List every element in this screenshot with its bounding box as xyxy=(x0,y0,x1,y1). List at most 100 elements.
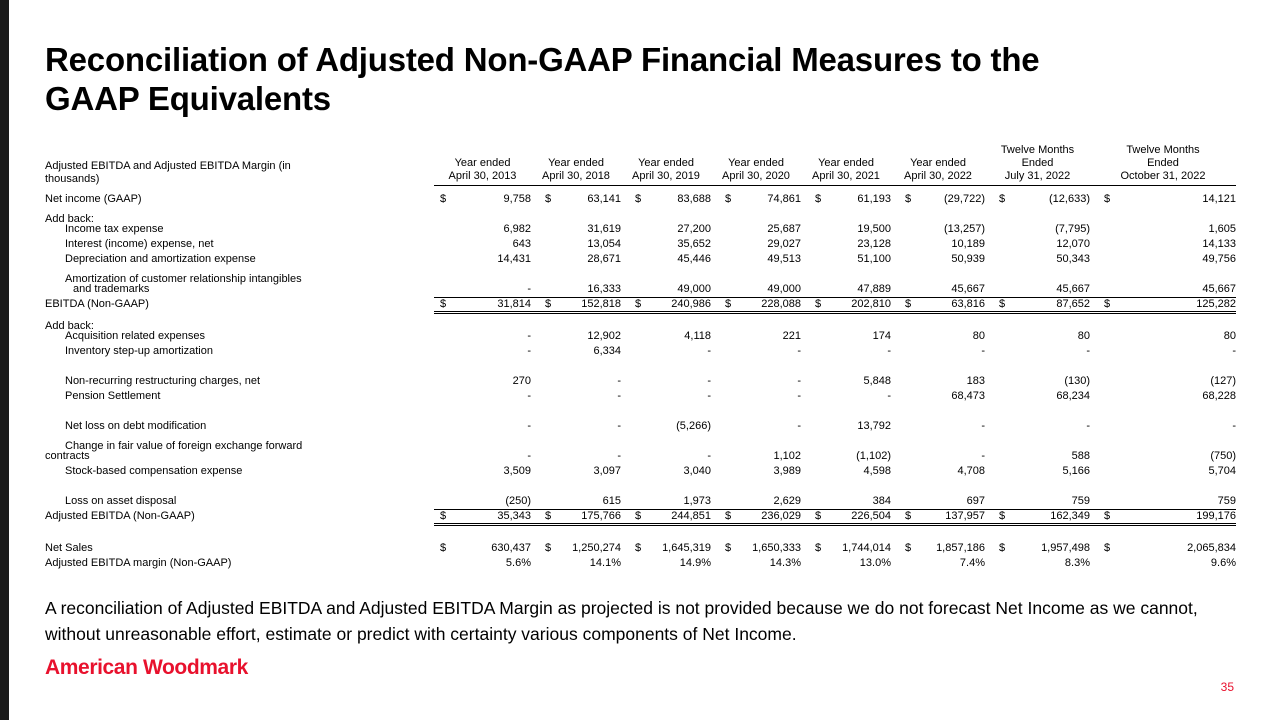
row-values: $630,437 $1,250,274 $1,645,319 $1,650,333 $1… xyxy=(434,541,1236,556)
value-cell: 14,133 xyxy=(1090,237,1236,252)
cell-value: 25,687 xyxy=(767,223,801,235)
table-row: Loss on asset disposal (250) 615 1,973 2,629… xyxy=(45,494,1236,509)
table-row: Depreciation and amortization expense 14,… xyxy=(45,252,1236,267)
value-cell: 16,333 xyxy=(531,282,621,297)
value-cell: 45,446 xyxy=(621,252,711,267)
cell-value: - xyxy=(1086,420,1090,432)
cell-value: 1,605 xyxy=(1208,223,1236,235)
cell-value: 1,957,498 xyxy=(1041,542,1090,554)
table-row: Net loss on debt modification - - (5,266) - 1… xyxy=(45,419,1236,434)
value-cell: $137,957 xyxy=(891,509,985,524)
cell-value: 80 xyxy=(1223,330,1236,342)
value-cell: $228,088 xyxy=(711,297,801,312)
row-values: 270 - - - 5,848 183 (130) (127) xyxy=(434,374,1236,389)
dollar-sign: $ xyxy=(1104,298,1111,310)
row-values: 643 13,054 35,652 29,027 23,128 10,189 12,070 1… xyxy=(434,237,1236,252)
value-cell: 2,629 xyxy=(711,494,801,509)
cell-value: 228,088 xyxy=(761,298,801,310)
company-logo: American Woodmark xyxy=(45,656,248,679)
table-row: Inventory step-up amortization -6,334- - - -… xyxy=(45,344,1236,359)
value-cell: 49,513 xyxy=(711,252,801,267)
cell-value: 87,652 xyxy=(1056,298,1090,310)
value-cell: $35,343 xyxy=(434,509,531,524)
cell-value: 5.6% xyxy=(505,557,531,569)
cell-value: 16,333 xyxy=(587,283,621,295)
value-cell: - xyxy=(891,344,985,359)
cell-value: 49,513 xyxy=(767,253,801,265)
cell-value: 1,744,014 xyxy=(842,542,891,554)
cell-value: 80 xyxy=(972,330,985,342)
dollar-sign: $ xyxy=(545,298,552,310)
value-cell: 49,756 xyxy=(1090,252,1236,267)
cell-value: - xyxy=(1232,345,1236,357)
value-cell: 4,708 xyxy=(891,464,985,479)
cell-value: - xyxy=(887,345,891,357)
value-cell: $226,504 xyxy=(801,509,891,524)
column-header: Year ended April 30, 2020 xyxy=(722,157,790,182)
column-header: Year ended April 30, 2013 xyxy=(448,157,517,182)
row-label: Amortization of customer relationship in… xyxy=(65,273,302,285)
row-label: and trademarks xyxy=(73,283,150,295)
value-cell: 3,509 xyxy=(434,464,531,479)
cell-value: (250) xyxy=(505,495,531,507)
value-cell: (1,102) xyxy=(801,449,891,464)
cell-value: - xyxy=(797,390,801,402)
table-row xyxy=(45,359,1236,374)
dollar-sign: $ xyxy=(999,510,1006,522)
table-row: Pension Settlement - - - - - 68,473 68,234 68,22… xyxy=(45,389,1236,404)
value-cell: 9.6% xyxy=(1090,556,1236,571)
row-label: Adjusted EBITDA (Non-GAAP) xyxy=(45,510,195,522)
value-cell: - xyxy=(531,374,621,389)
cell-value: - xyxy=(527,390,531,402)
cell-value: 759 xyxy=(1071,495,1090,507)
value-cell: $152,818 xyxy=(531,297,621,312)
value-cell: 643 xyxy=(434,237,531,252)
value-cell: 3,040 xyxy=(621,464,711,479)
cell-value: 29,027 xyxy=(767,238,801,250)
cell-value: - xyxy=(617,390,621,402)
value-cell: 6,982 xyxy=(434,222,531,237)
value-cell: 13.0% xyxy=(801,556,891,571)
cell-value: 615 xyxy=(602,495,621,507)
table-header-row: Year ended April 30, 2013 Year ended April … xyxy=(434,144,1236,186)
dollar-sign: $ xyxy=(635,542,642,554)
table-row xyxy=(45,479,1236,494)
cell-value: 13,792 xyxy=(857,420,891,432)
value-cell: $240,986 xyxy=(621,297,711,312)
column-header: Twelve Months Ended October 31, 2022 xyxy=(1120,144,1206,182)
table-row: Add back: xyxy=(45,207,435,225)
value-cell: (130) xyxy=(985,374,1090,389)
cell-value: 8.3% xyxy=(1064,557,1090,569)
dollar-sign: $ xyxy=(440,542,447,554)
dollar-sign: $ xyxy=(905,542,912,554)
cell-value: 6,334 xyxy=(593,345,621,357)
cell-value: 14,431 xyxy=(497,253,531,265)
cell-value: 12,902 xyxy=(587,330,621,342)
dollar-sign: $ xyxy=(725,510,732,522)
value-cell: $630,437 xyxy=(434,541,531,556)
cell-value: 221 xyxy=(782,330,801,342)
cell-value: 68,228 xyxy=(1202,390,1236,402)
value-cell: 80 xyxy=(985,329,1090,344)
column-header: Year ended April 30, 2021 xyxy=(812,157,880,182)
cell-value: - xyxy=(707,345,711,357)
value-cell: 45,667 xyxy=(891,282,985,297)
row-values: - - - 1,102 (1,102) - 588 (750) xyxy=(434,449,1236,464)
value-cell: 5.6% xyxy=(434,556,531,571)
value-cell: $14,121 xyxy=(1090,192,1236,207)
value-cell: $ (29,722) xyxy=(891,192,985,207)
dollar-sign: $ xyxy=(635,510,642,522)
value-cell: (5,266) xyxy=(621,419,711,434)
value-cell: 3,097 xyxy=(531,464,621,479)
value-cell: - xyxy=(711,344,801,359)
value-cell: 80 xyxy=(1090,329,1236,344)
row-label: Net Sales xyxy=(45,542,93,554)
value-cell: 80 xyxy=(891,329,985,344)
row-label: Depreciation and amortization expense xyxy=(65,253,256,265)
value-cell: - xyxy=(711,419,801,434)
cell-value: 13,054 xyxy=(587,238,621,250)
cell-value: 51,100 xyxy=(857,253,891,265)
table-row: EBITDA (Non-GAAP) $31,814 $152,818 $240,986… xyxy=(45,297,1236,314)
cell-value: 23,128 xyxy=(857,238,891,250)
